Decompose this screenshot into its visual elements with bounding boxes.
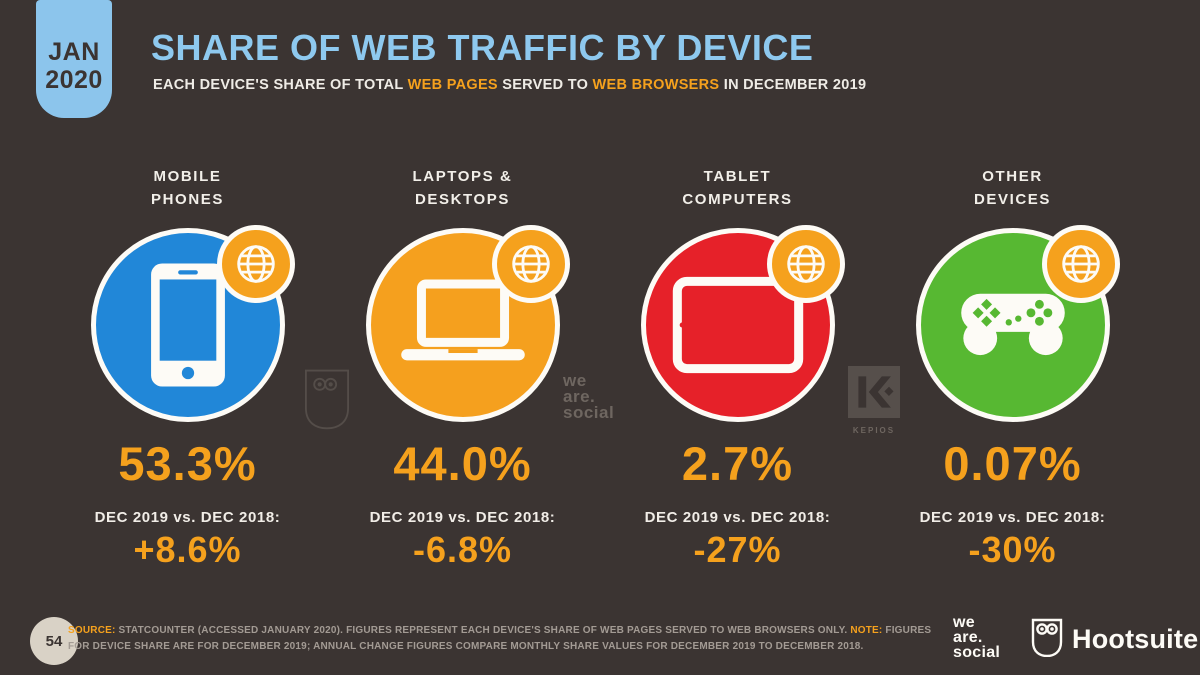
globe-badge (216, 225, 295, 303)
device-col-tablet-computers: TABLET COMPUTERS (600, 166, 875, 571)
device-label-line1: OTHER (982, 168, 1043, 185)
device-label-line1: MOBILE (153, 168, 222, 185)
smartphone-icon (150, 263, 225, 387)
change-value: -6.8% (412, 529, 513, 570)
device-circle-wrap (915, 225, 1120, 422)
device-columns: MOBILE PHONES (50, 166, 1150, 571)
change-value: -27% (693, 529, 782, 570)
laptop-icon (400, 278, 525, 360)
share-value: 2.7% (681, 437, 794, 490)
source-note: SOURCE: STATCOUNTER (ACCESSED JANUARY 20… (68, 623, 936, 654)
device-circle-wrap (90, 225, 295, 422)
hootsuite-owl-icon (1030, 617, 1064, 662)
share-value: 0.07% (943, 437, 1082, 490)
kepios-label: KEPIOS (852, 426, 896, 435)
device-label: MOBILE PHONES (151, 166, 224, 212)
hootsuite-logo: Hootsuite® (1030, 617, 1200, 662)
device-col-laptops-desktops: LAPTOPS & DESKTOPS (325, 166, 600, 571)
date-badge-month: JAN (48, 38, 100, 66)
note-text: FIGURES FOR DEVICE SHARE ARE FOR DECEMBE… (68, 625, 932, 652)
subtitle-text: SERVED TO (497, 77, 593, 93)
device-label: LAPTOPS & DESKTOPS (413, 166, 513, 212)
globe-icon (1061, 245, 1100, 283)
globe-icon (511, 245, 550, 283)
hootsuite-owl-watermark (299, 366, 355, 432)
globe-icon (786, 245, 825, 283)
globe-badge (491, 225, 570, 303)
wearesocial-logo-line: we (953, 614, 975, 631)
device-label-line2: DEVICES (973, 190, 1052, 208)
wearesocial-line: are. (563, 387, 596, 407)
device-label: TABLET COMPUTERS (682, 166, 792, 212)
comparison-label: DEC 2019 vs. DEC 2018: (644, 509, 831, 526)
wearesocial-line: we (563, 371, 587, 390)
device-col-mobile-phones: MOBILE PHONES (50, 166, 325, 571)
wearesocial-line: social (563, 403, 615, 423)
source-text: STATCOUNTER (ACCESSED JANUARY 2020). FIG… (115, 625, 851, 636)
note-prefix: NOTE: (850, 625, 883, 636)
date-badge-year: 2020 (45, 66, 103, 94)
owl-icon (305, 369, 349, 430)
kepios-icon (848, 366, 900, 418)
globe-icon (236, 245, 275, 283)
comparison-label: DEC 2019 vs. DEC 2018: (919, 509, 1106, 526)
kepios-watermark: KEPIOS (843, 366, 905, 435)
wearesocial-logo-line: are. (953, 629, 983, 647)
comparison-label: DEC 2019 vs. DEC 2018: (369, 509, 556, 526)
change-value: -30% (968, 529, 1057, 570)
wearesocial-logo-line: social (953, 644, 1001, 662)
device-label-line2: COMPUTERS (682, 190, 793, 208)
page-title: SHARE OF WEB TRAFFIC BY DEVICE (151, 27, 814, 68)
device-col-other-devices: OTHER DEVICES (875, 166, 1150, 571)
device-label-line1: TABLET (703, 168, 772, 185)
wearesocial-watermark: we are. social (563, 371, 615, 423)
subtitle-highlight-web-pages: WEB PAGES (407, 77, 498, 93)
wearesocial-logo: we are. social (953, 614, 1001, 662)
device-circle-wrap (365, 225, 570, 422)
subtitle-highlight-web-browsers: WEB BROWSERS (592, 77, 720, 93)
gamepad-icon (960, 293, 1065, 355)
device-label-line1: LAPTOPS & (412, 168, 513, 185)
page-subtitle: EACH DEVICE'S SHARE OF TOTAL WEB PAGES S… (153, 77, 866, 93)
tablet-icon (672, 276, 803, 374)
globe-badge (1041, 225, 1120, 303)
device-label: OTHER DEVICES (974, 166, 1051, 212)
change-value: +8.6% (133, 529, 242, 570)
source-prefix: SOURCE: (68, 625, 116, 636)
comparison-label: DEC 2019 vs. DEC 2018: (94, 509, 281, 526)
device-label-line2: DESKTOPS (414, 190, 511, 208)
share-value: 53.3% (118, 437, 257, 490)
subtitle-text: EACH DEVICE'S SHARE OF TOTAL (153, 77, 408, 93)
globe-badge (766, 225, 845, 303)
page-number-badge: 54 (30, 617, 78, 665)
hootsuite-wordmark: Hootsuite (1072, 624, 1199, 654)
device-circle-wrap (640, 225, 845, 422)
subtitle-text: IN DECEMBER 2019 (719, 77, 867, 93)
device-label-line2: PHONES (151, 190, 224, 208)
date-badge: JAN 2020 (36, 0, 112, 118)
share-value: 44.0% (393, 437, 532, 490)
